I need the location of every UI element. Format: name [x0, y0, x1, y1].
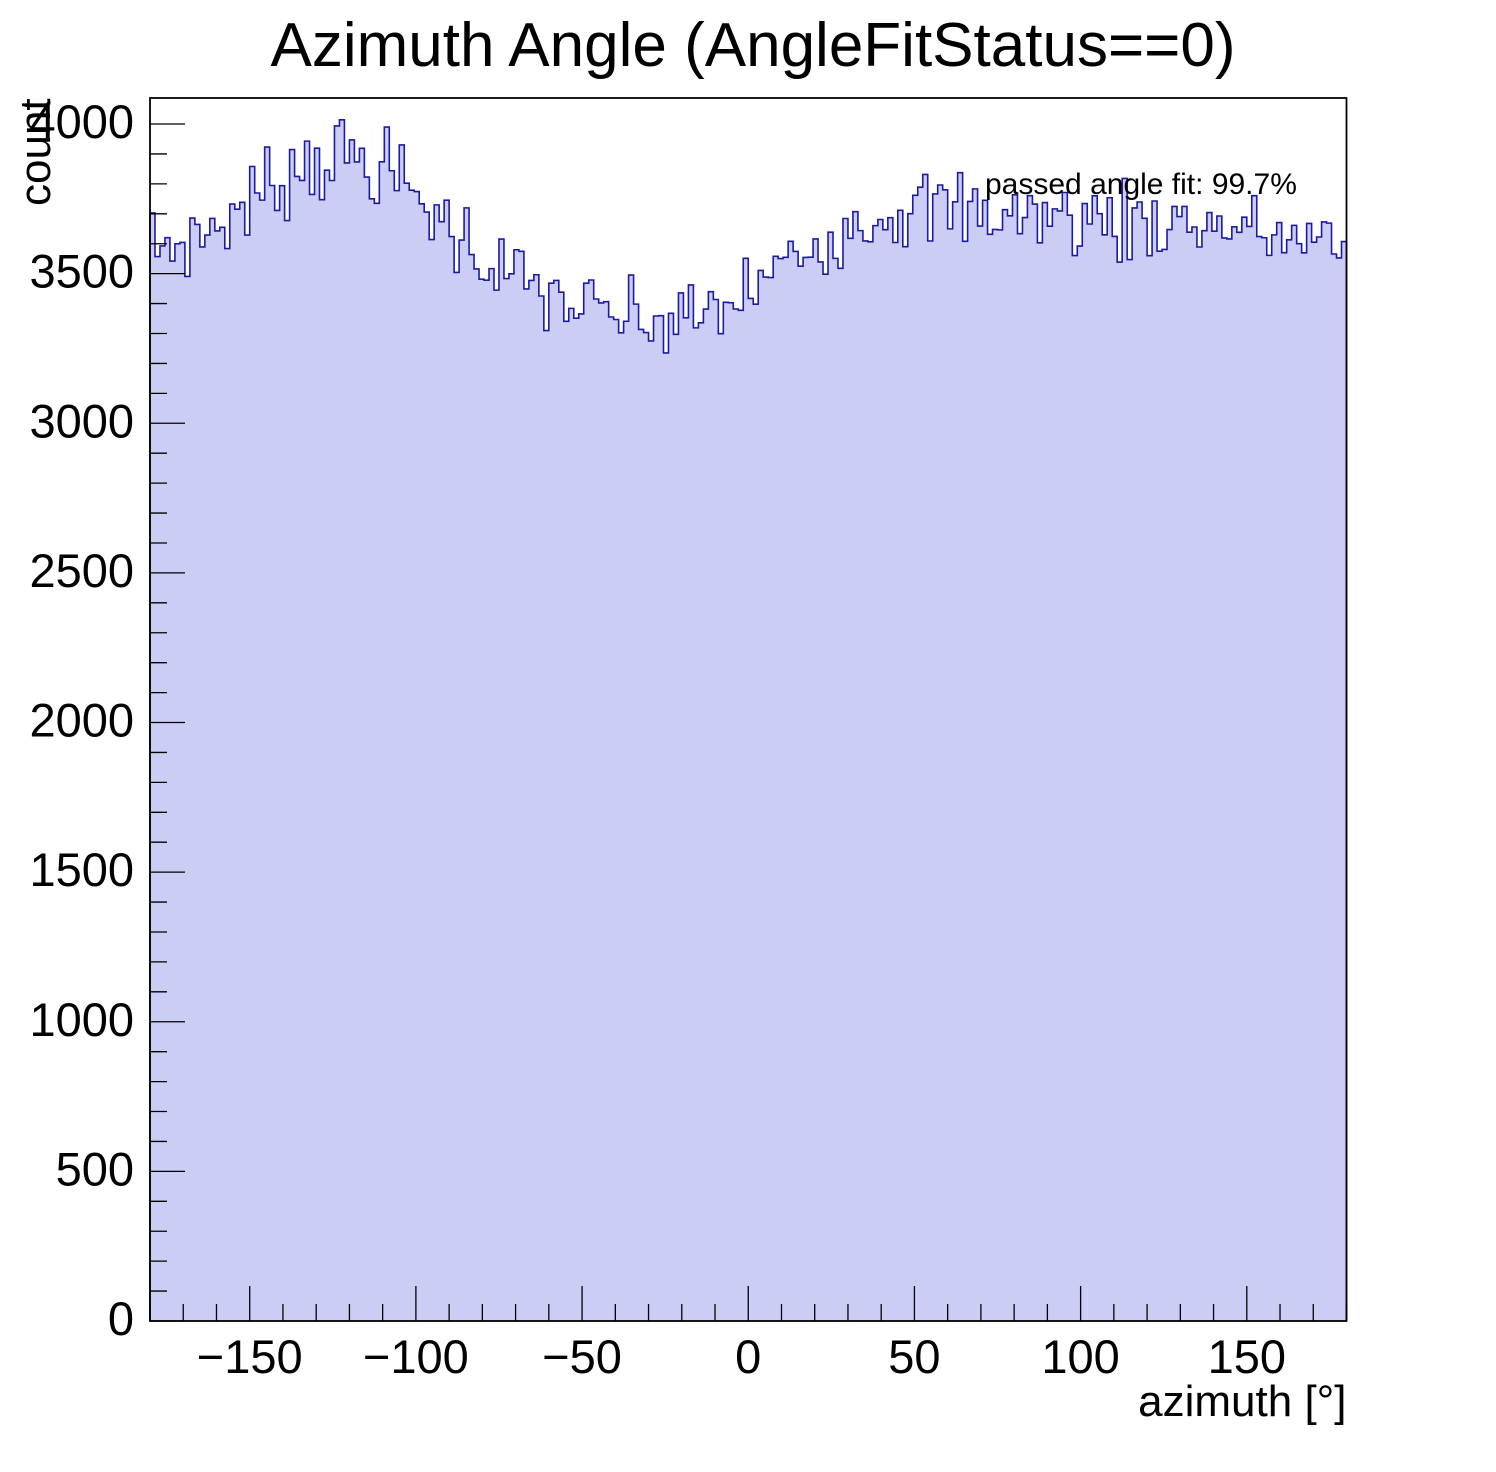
- svg-text:−50: −50: [542, 1330, 622, 1383]
- svg-text:100: 100: [1041, 1330, 1119, 1383]
- svg-text:azimuth [°]: azimuth [°]: [1138, 1377, 1346, 1426]
- svg-text:500: 500: [56, 1142, 134, 1195]
- svg-text:1500: 1500: [29, 843, 134, 896]
- svg-text:1000: 1000: [29, 993, 134, 1046]
- svg-text:2000: 2000: [29, 694, 134, 747]
- svg-text:−100: −100: [363, 1330, 469, 1383]
- svg-text:Azimuth Angle (AngleFitStatus=: Azimuth Angle (AngleFitStatus==0): [271, 11, 1236, 80]
- svg-text:passed angle fit: 99.7%: passed angle fit: 99.7%: [985, 168, 1297, 201]
- svg-text:−150: −150: [197, 1330, 303, 1383]
- svg-text:3500: 3500: [29, 245, 134, 298]
- svg-text:2500: 2500: [29, 544, 134, 597]
- svg-text:150: 150: [1208, 1330, 1286, 1383]
- svg-text:3000: 3000: [29, 394, 134, 447]
- svg-text:0: 0: [735, 1330, 761, 1383]
- svg-text:0: 0: [108, 1292, 134, 1345]
- svg-text:50: 50: [888, 1330, 940, 1383]
- svg-text:count: count: [11, 98, 60, 206]
